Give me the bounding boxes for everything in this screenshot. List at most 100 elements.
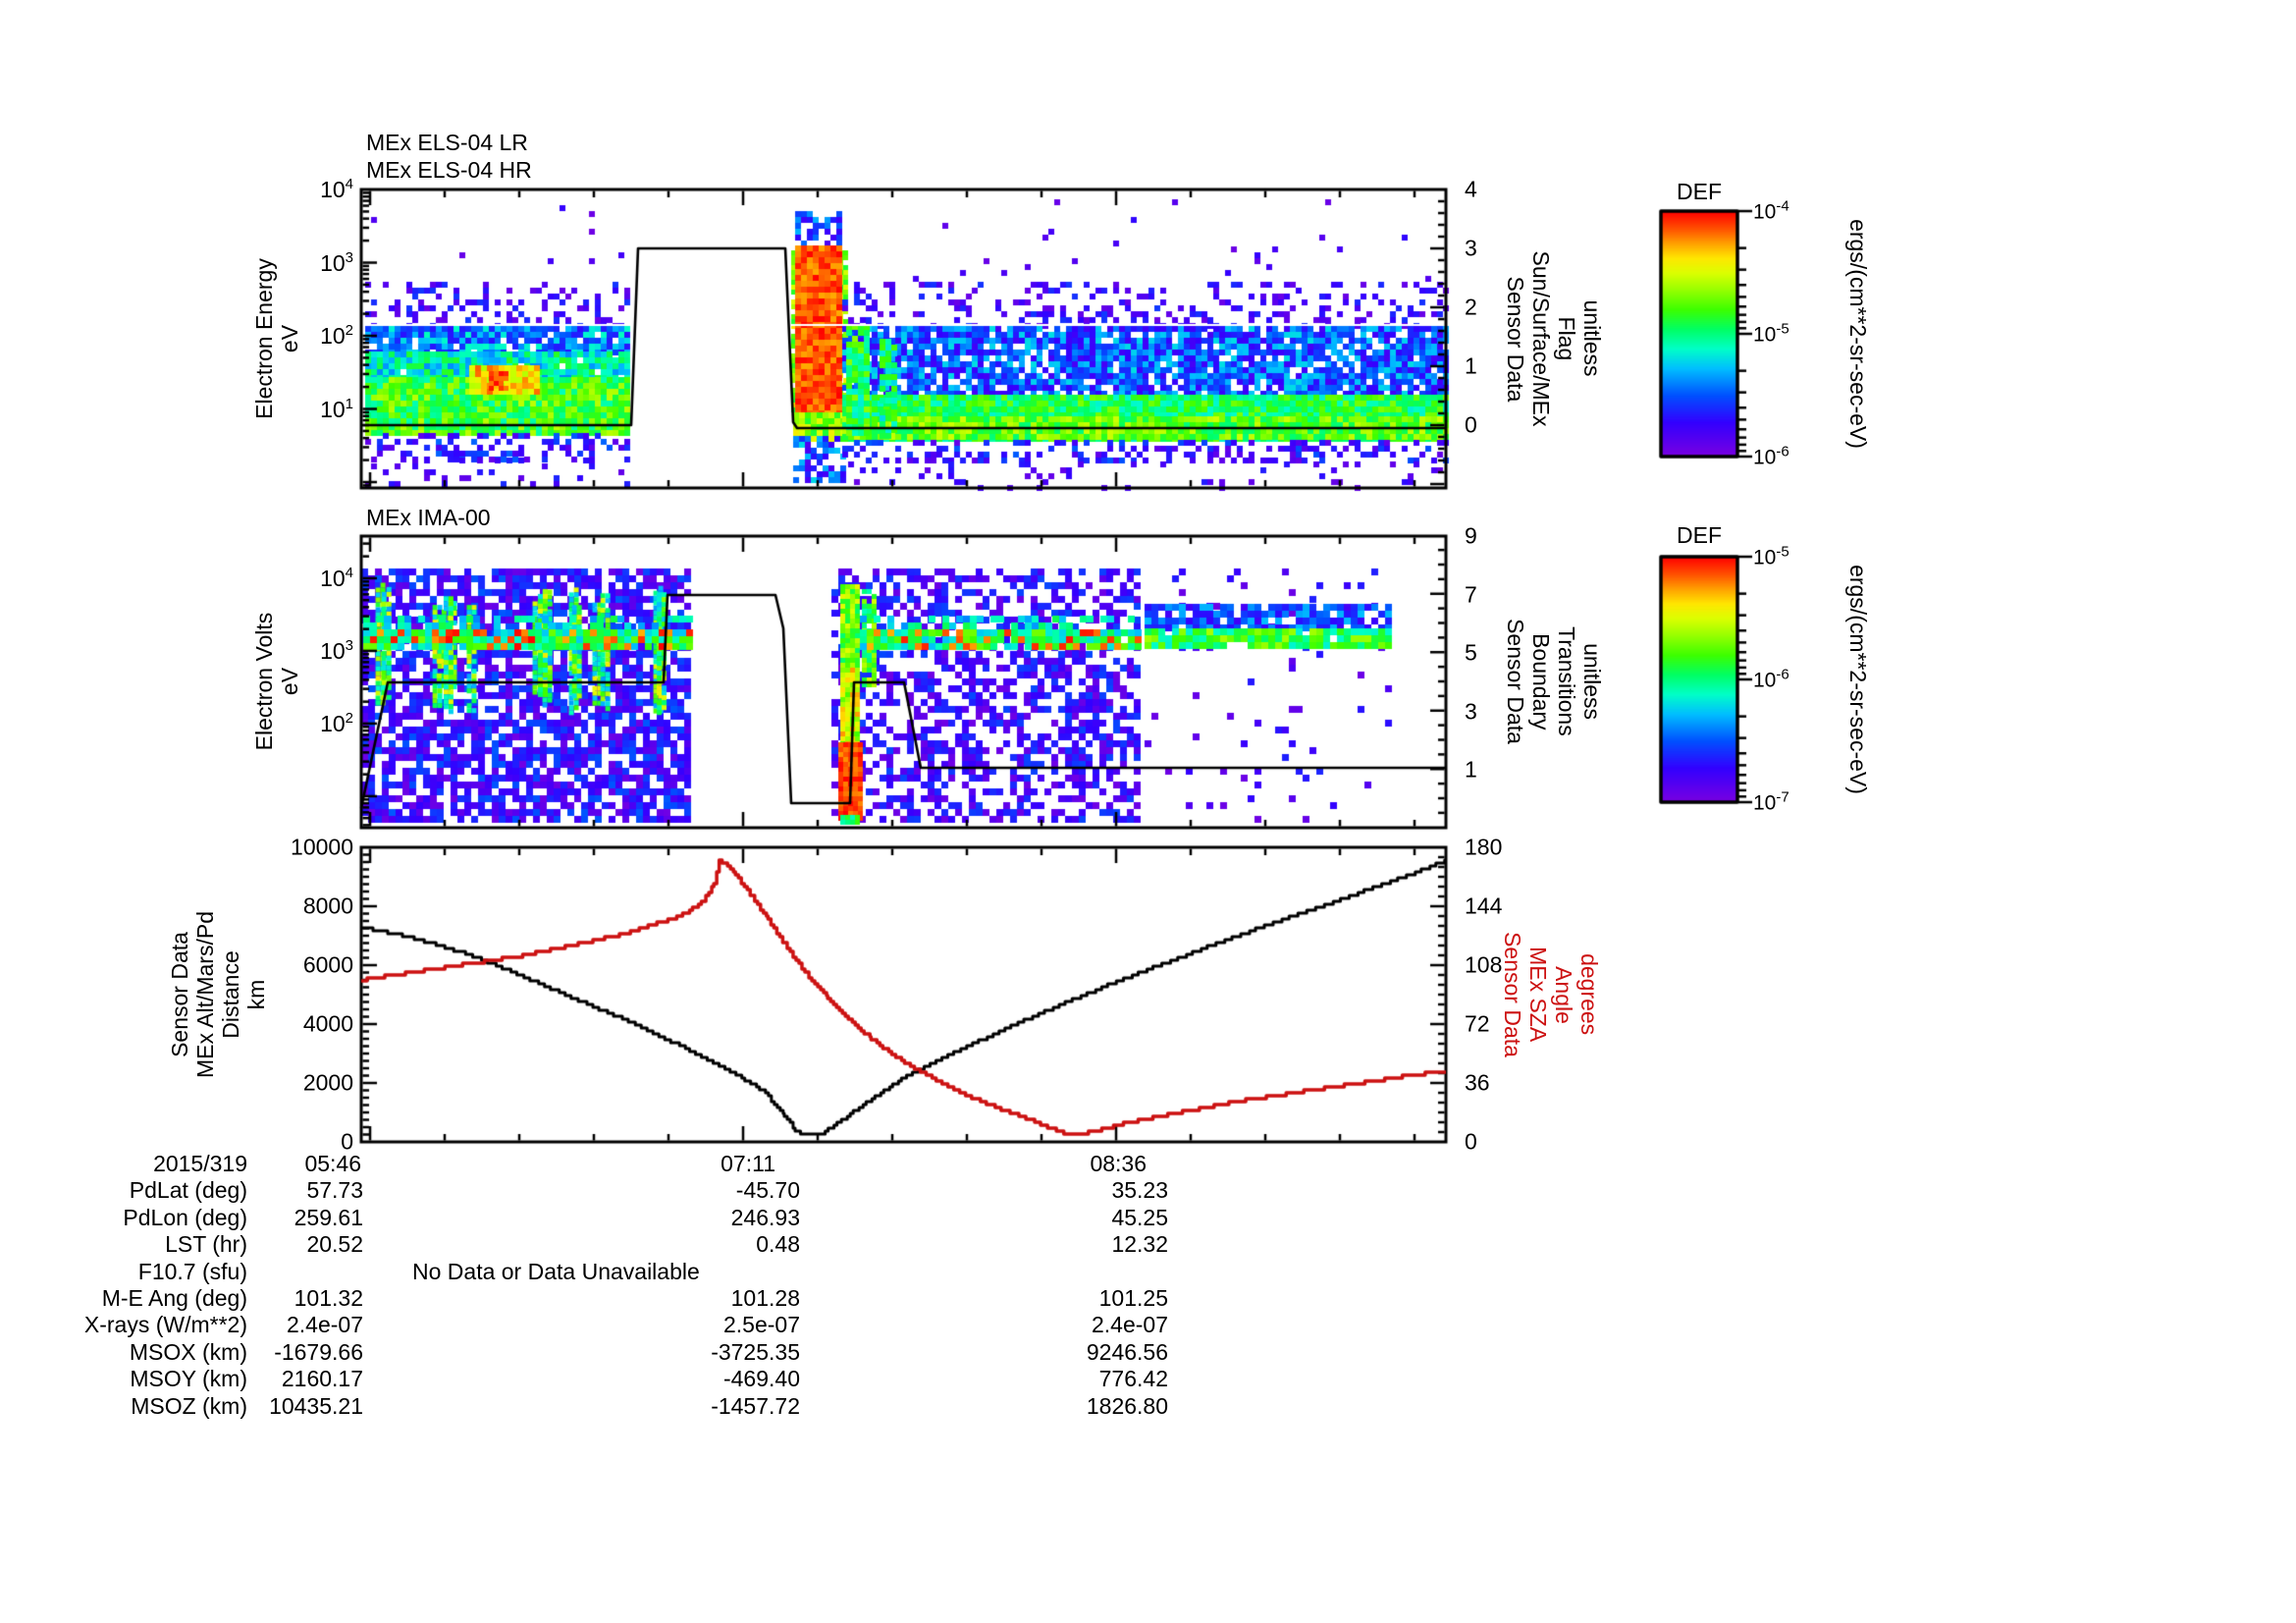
orbit-ytick-label: 2000 bbox=[302, 1069, 353, 1096]
colorbar1-unit-label: ergs/(cm**2-sr-sec-eV) bbox=[1845, 219, 1871, 449]
ima-flag-tick-label: 5 bbox=[1465, 639, 1477, 666]
ima-right-label: Sensor Data Boundary Transitions unitless bbox=[1503, 619, 1605, 744]
table-cell-value: 12.32 bbox=[1111, 1231, 1168, 1258]
ima-ytick-label: 103 bbox=[320, 637, 353, 664]
els-title-lr: MEx ELS-04 LR bbox=[366, 130, 528, 155]
table-row-label: M-E Ang (deg) bbox=[101, 1285, 247, 1311]
els-title-hr: MEx ELS-04 HR bbox=[366, 157, 532, 183]
orbit-ytick-label: 6000 bbox=[302, 951, 353, 978]
ima-right-label-line1: Sensor Data bbox=[1503, 619, 1528, 744]
table-cell-value: 101.28 bbox=[730, 1285, 800, 1311]
orbit-ytick-label: 4000 bbox=[302, 1010, 353, 1037]
orbit-sza-tick-label: 72 bbox=[1465, 1010, 1490, 1037]
els-flag-tick-label: 2 bbox=[1465, 294, 1477, 320]
time-tick-label: 07:11 bbox=[721, 1151, 775, 1176]
els-flag-tick-label: 3 bbox=[1465, 235, 1477, 261]
els-flag-tick-label: 4 bbox=[1465, 176, 1477, 202]
table-cell-value: 101.25 bbox=[1098, 1285, 1168, 1311]
ima-flag-tick-label: 9 bbox=[1465, 522, 1477, 549]
table-cell-value: 2.5e-07 bbox=[722, 1312, 800, 1338]
els-ytick-label: 101 bbox=[320, 395, 353, 422]
orbit-ylabel-line2: MEx Alt/Mars/Pd bbox=[192, 911, 218, 1078]
els-right-label-line2: Sun/Surface/MEx bbox=[1528, 250, 1554, 427]
orbit-ylabel: Sensor Data MEx Alt/Mars/Pd Distance km bbox=[167, 911, 269, 1078]
ima-right-label-line3: Transitions bbox=[1554, 626, 1579, 736]
table-cell-value: 20.52 bbox=[306, 1231, 363, 1258]
colorbar2-tick-label: 10-6 bbox=[1753, 666, 1789, 692]
time-tick-label: 08:36 bbox=[1090, 1151, 1147, 1176]
table-cell-value: 2.4e-07 bbox=[1091, 1312, 1168, 1338]
ima-ytick-label: 102 bbox=[320, 710, 353, 736]
orbit-sza-tick-label: 108 bbox=[1465, 951, 1503, 978]
colorbar1-tick-label: 10-4 bbox=[1753, 197, 1789, 224]
table-row-label: LST (hr) bbox=[165, 1231, 247, 1258]
orbit-ylabel-line1: Sensor Data bbox=[167, 932, 192, 1057]
colorbar1-tick-label: 10-6 bbox=[1753, 443, 1789, 469]
els-ytick-label: 102 bbox=[320, 322, 353, 349]
orbit-sza-tick-label: 0 bbox=[1465, 1128, 1477, 1155]
orbit-right-label-line1: Sensor Data bbox=[1500, 932, 1525, 1057]
table-cell-value: -45.70 bbox=[735, 1177, 800, 1204]
els-ytick-label: 104 bbox=[320, 176, 353, 202]
table-row-label: F10.7 (sfu) bbox=[137, 1258, 247, 1284]
table-cell-value: -3725.35 bbox=[711, 1338, 800, 1365]
table-cell-value: 57.73 bbox=[306, 1177, 363, 1204]
ima-flag-tick-label: 7 bbox=[1465, 581, 1477, 607]
table-cell-value: -469.40 bbox=[722, 1366, 800, 1392]
colorbar2-tick-label: 10-5 bbox=[1753, 543, 1789, 569]
table-row-label: MSOY (km) bbox=[130, 1366, 247, 1392]
colorbar1-tick-label: 10-5 bbox=[1753, 320, 1789, 347]
table-date-label: 2015/319 bbox=[153, 1151, 247, 1176]
orbit-ylabel-line3: Distance bbox=[218, 950, 243, 1039]
table-cell-value: 101.32 bbox=[294, 1285, 363, 1311]
ima-flag-tick-label: 3 bbox=[1465, 698, 1477, 724]
table-row-label: MSOZ (km) bbox=[131, 1392, 247, 1419]
ima-right-label-line2: Boundary bbox=[1528, 632, 1554, 730]
orbit-ylabel-line4: km bbox=[243, 979, 269, 1010]
colorbar2-tick-label: 10-7 bbox=[1753, 788, 1789, 815]
els-right-label: Sensor Data Sun/Surface/MEx Flag unitless bbox=[1503, 251, 1605, 427]
orbit-ytick-label: 8000 bbox=[302, 893, 353, 919]
table-cell-value: 1826.80 bbox=[1086, 1392, 1168, 1419]
table-cell-value: 45.25 bbox=[1111, 1204, 1168, 1230]
orbit-sza-tick-label: 180 bbox=[1465, 834, 1503, 860]
table-row-label: PdLon (deg) bbox=[123, 1204, 247, 1230]
els-right-label-line3: Flag bbox=[1554, 316, 1579, 361]
table-no-data-note: No Data or Data Unavailable bbox=[412, 1258, 700, 1284]
time-tick-label: 05:46 bbox=[304, 1151, 361, 1176]
els-flag-tick-label: 1 bbox=[1465, 352, 1477, 379]
table-cell-value: 2.4e-07 bbox=[286, 1312, 363, 1338]
els-ytick-label: 103 bbox=[320, 248, 353, 276]
table-cell-value: 10435.21 bbox=[269, 1392, 363, 1419]
els-flag-tick-label: 0 bbox=[1465, 411, 1477, 438]
ima-right-label-line4: unitless bbox=[1579, 643, 1605, 720]
ima-flag-tick-label: 1 bbox=[1465, 756, 1477, 783]
table-cell-value: 35.23 bbox=[1111, 1177, 1168, 1204]
table-cell-value: 246.93 bbox=[730, 1204, 800, 1230]
orbit-ytick-label: 10000 bbox=[291, 834, 353, 860]
els-right-label-line4: unitless bbox=[1579, 300, 1605, 377]
orbit-right-label-line3: Angle bbox=[1551, 965, 1576, 1024]
orbit-sza-tick-label: 144 bbox=[1465, 893, 1503, 919]
els-right-label-line1: Sensor Data bbox=[1503, 276, 1528, 402]
colorbar1-title: DEF bbox=[1677, 179, 1722, 204]
table-cell-value: 0.48 bbox=[756, 1231, 800, 1258]
ima-ylabel-line2: eV bbox=[277, 667, 302, 696]
orbit-sza-tick-label: 36 bbox=[1465, 1069, 1490, 1096]
table-row-label: PdLat (deg) bbox=[129, 1177, 247, 1204]
orbit-right-label-line2: MEx SZA bbox=[1525, 947, 1551, 1043]
table-cell-value: 9246.56 bbox=[1086, 1338, 1168, 1365]
table-cell-value: 776.42 bbox=[1098, 1366, 1168, 1392]
table-cell-value: -1679.66 bbox=[274, 1338, 363, 1365]
table-cell-value: 259.61 bbox=[294, 1204, 363, 1230]
table-row-label: X-rays (W/m**2) bbox=[83, 1312, 247, 1338]
ima-title: MEx IMA-00 bbox=[366, 505, 491, 530]
orbit-ytick-label: 0 bbox=[341, 1128, 353, 1155]
orbit-right-label: Sensor Data MEx SZA Angle degrees bbox=[1500, 932, 1602, 1057]
table-cell-value: 2160.17 bbox=[281, 1366, 363, 1392]
table-row-label: MSOX (km) bbox=[129, 1338, 247, 1365]
table-cell-value: -1457.72 bbox=[711, 1392, 800, 1419]
ima-ytick-label: 104 bbox=[320, 565, 353, 591]
